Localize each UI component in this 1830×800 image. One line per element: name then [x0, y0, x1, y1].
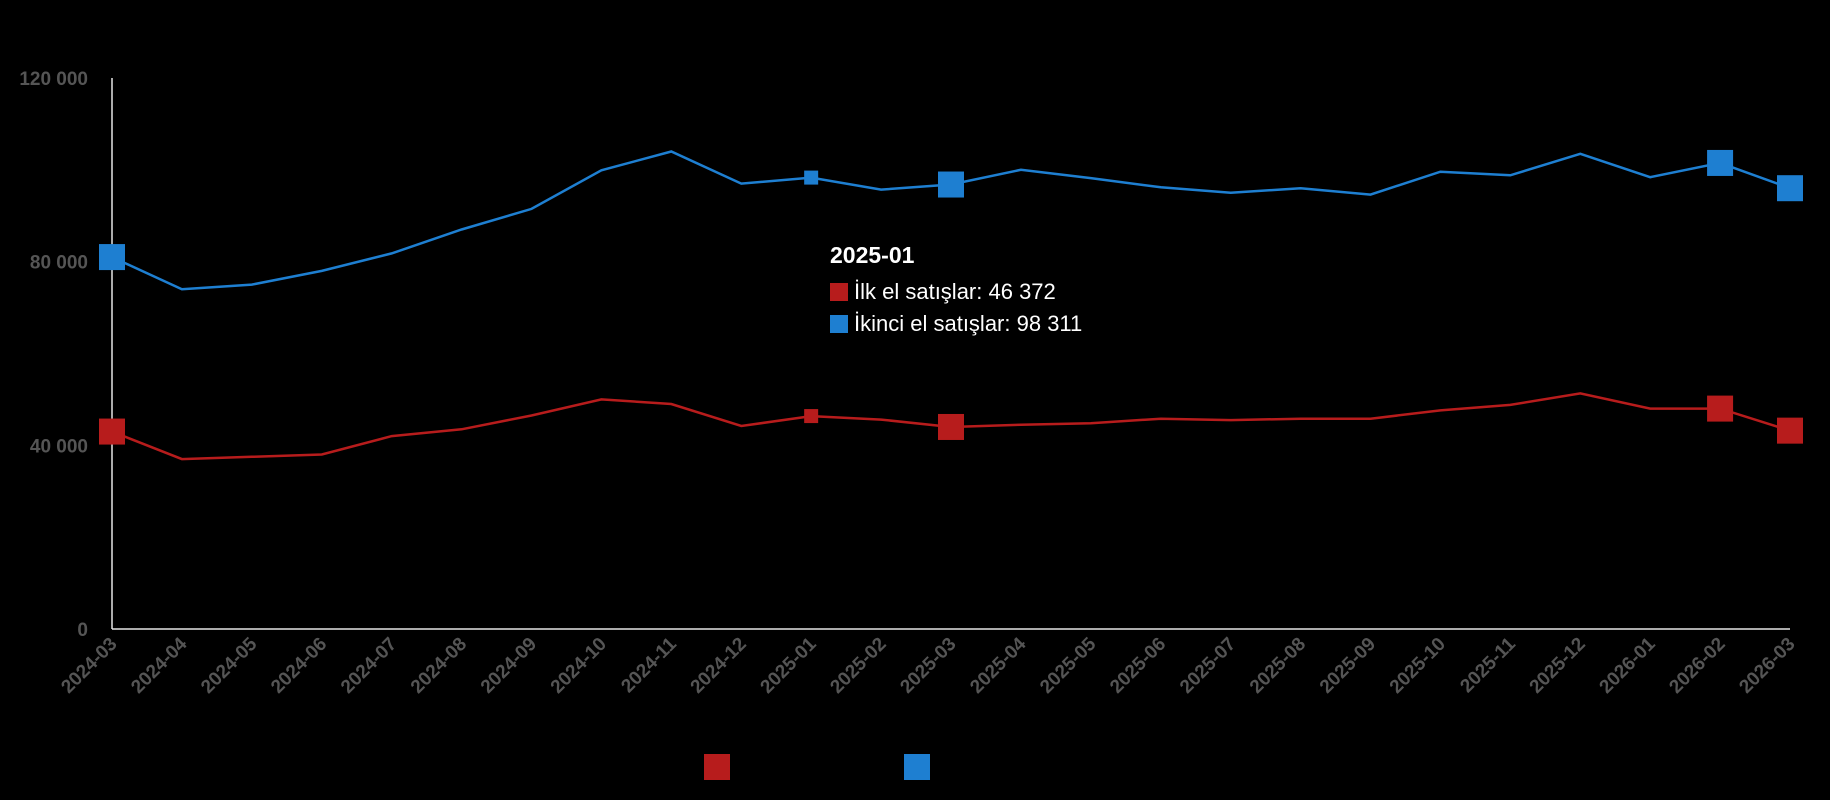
- x-tick-label: 2025-08: [1246, 634, 1310, 698]
- series-marker: [99, 244, 125, 271]
- x-tick-label: 2025-07: [1176, 634, 1240, 698]
- x-tick-label: 2024-06: [267, 634, 331, 698]
- tooltip-title: 2025-01: [830, 242, 915, 268]
- tooltip-row-second-text: İkinci el satışlar: 98 311: [854, 311, 1083, 336]
- legend: İlk el satışlar İkinci el satışlar: [704, 754, 1104, 780]
- x-tick-label: 2025-02: [826, 634, 890, 698]
- tooltip-row-first-text: İlk el satışlar: 46 372: [854, 279, 1056, 304]
- x-tick-label: 2025-06: [1106, 634, 1170, 698]
- tooltip-swatch-first: [830, 283, 848, 301]
- legend-label-first: İlk el satışlar: [738, 755, 850, 778]
- x-tick-label: 2025-11: [1456, 633, 1520, 697]
- x-tick-label: 2024-09: [477, 634, 541, 698]
- x-tick-label: 2026-01: [1596, 633, 1660, 697]
- series-marker: [99, 418, 125, 445]
- x-tick-label: 2025-05: [1036, 633, 1100, 697]
- series-marker: [1777, 417, 1803, 444]
- series-marker: [1707, 395, 1734, 422]
- legend-label-second: İkinci el satışlar: [938, 755, 1075, 778]
- tooltip-row-first: İlk el satışlar: 46 372: [830, 279, 1082, 305]
- y-tick-label: 40 000: [30, 436, 88, 457]
- legend-swatch-first: [704, 754, 730, 780]
- x-tick-label: 2025-03: [896, 634, 960, 698]
- series-marker: [1777, 175, 1803, 202]
- legend-item-first[interactable]: İlk el satışlar: [704, 754, 904, 780]
- tooltip-swatch-second: [830, 315, 848, 333]
- x-tick-label: 2026-03: [1735, 634, 1799, 698]
- series-marker: [1707, 149, 1734, 176]
- x-tick-label: 2024-07: [337, 634, 401, 698]
- x-tick-label: 2024-05: [197, 633, 261, 697]
- x-tick-label: 2024-10: [547, 634, 611, 698]
- series-marker: [938, 413, 964, 440]
- x-tick-label: 2025-04: [966, 633, 1030, 697]
- tooltip: 2025-01 İlk el satışlar: 46 372 İkinci e…: [830, 242, 1082, 337]
- legend-swatch-second: [904, 754, 930, 780]
- y-tick-label: 0: [77, 620, 88, 641]
- x-tick-label: 2025-09: [1316, 634, 1380, 698]
- x-tick-label: 2024-12: [687, 634, 751, 698]
- legend-item-second[interactable]: İkinci el satışlar: [904, 754, 1104, 780]
- y-tick-label: 120 000: [19, 69, 88, 90]
- x-tick-label: 2024-03: [57, 634, 121, 698]
- y-tick-label: 80 000: [30, 253, 88, 274]
- tooltip-row-second: İkinci el satışlar: 98 311: [830, 311, 1082, 337]
- x-tick-label: 2024-08: [407, 634, 471, 698]
- x-tick-label: 2025-12: [1526, 634, 1590, 698]
- x-tick-label: 2024-11: [617, 633, 681, 697]
- x-tick-label: 2024-04: [127, 633, 191, 697]
- x-tick-label: 2026-02: [1665, 634, 1729, 698]
- series-marker: [938, 171, 964, 198]
- hover-marker: [804, 170, 819, 185]
- x-tick-label: 2025-01: [757, 633, 821, 697]
- hover-marker: [804, 409, 819, 424]
- x-tick-label: 2025-10: [1386, 634, 1450, 698]
